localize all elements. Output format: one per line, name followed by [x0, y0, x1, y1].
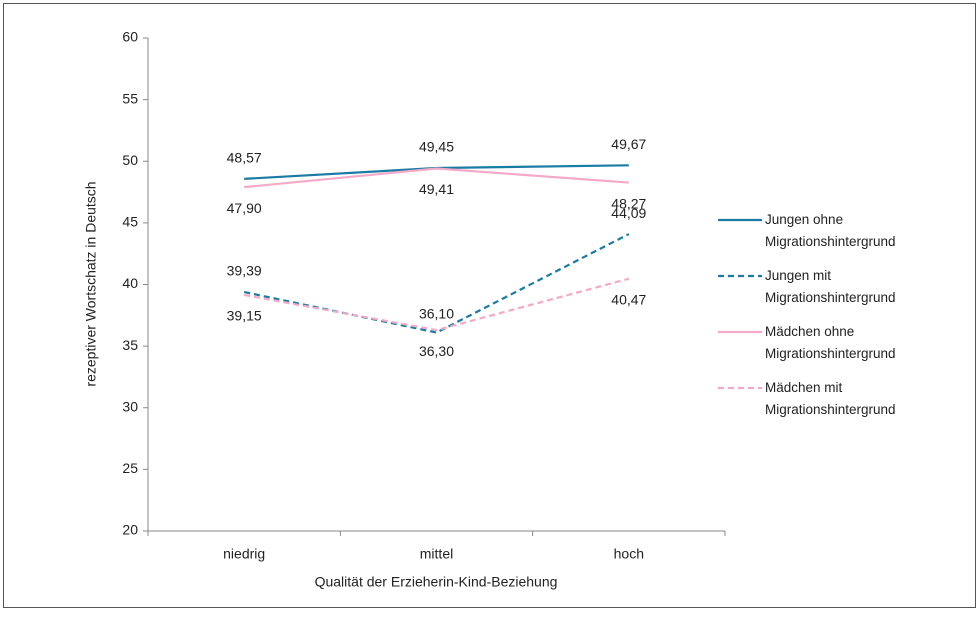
data-label: 39,15	[227, 308, 262, 324]
data-label: 40,47	[611, 291, 646, 307]
series-line	[244, 164, 629, 180]
frame	[3, 3, 976, 608]
y-tick-label: 55	[122, 90, 138, 106]
legend-label: Mädchen ohne Migrationshintergrund	[765, 324, 896, 361]
data-label: 49,45	[419, 139, 454, 155]
y-tick-label: 45	[122, 214, 138, 230]
y-tick-label: 25	[122, 460, 138, 476]
y-tick-label: 20	[122, 522, 138, 538]
data-label: 39,39	[227, 263, 262, 279]
x-tick-label: niedrig	[223, 546, 265, 562]
x-tick-label: hoch	[614, 546, 644, 562]
x-tick-label: mittel	[420, 546, 453, 562]
y-tick-label: 40	[122, 275, 138, 291]
y-tick-label: 60	[122, 29, 138, 45]
data-label: 48,57	[227, 150, 262, 166]
data-label: 44,09	[611, 205, 646, 221]
y-tick-label: 50	[122, 152, 138, 168]
data-label: 36,10	[419, 305, 454, 321]
data-label: 48,27	[611, 195, 646, 211]
series-line	[243, 233, 630, 334]
series-line	[243, 277, 630, 332]
data-label: 49,67	[611, 136, 646, 152]
y-axis-label: rezeptiver Wortschatz in Deutsch	[83, 181, 99, 386]
legend-label: Jungen mit Migrationshintergrund	[765, 268, 896, 305]
y-tick-label: 30	[122, 398, 138, 414]
legend-label: Mädchen mit Migrationshintergrund	[765, 380, 896, 417]
y-tick-label: 35	[122, 337, 138, 353]
x-axis-label: Qualität der Erzieherin-Kind-Beziehung	[315, 574, 558, 590]
data-label: 47,90	[227, 200, 262, 216]
series-line	[244, 167, 629, 189]
data-label: 36,30	[419, 343, 454, 359]
legend-label: Jungen ohne Migrationshintergrund	[765, 212, 896, 249]
data-label: 49,41	[419, 181, 454, 197]
